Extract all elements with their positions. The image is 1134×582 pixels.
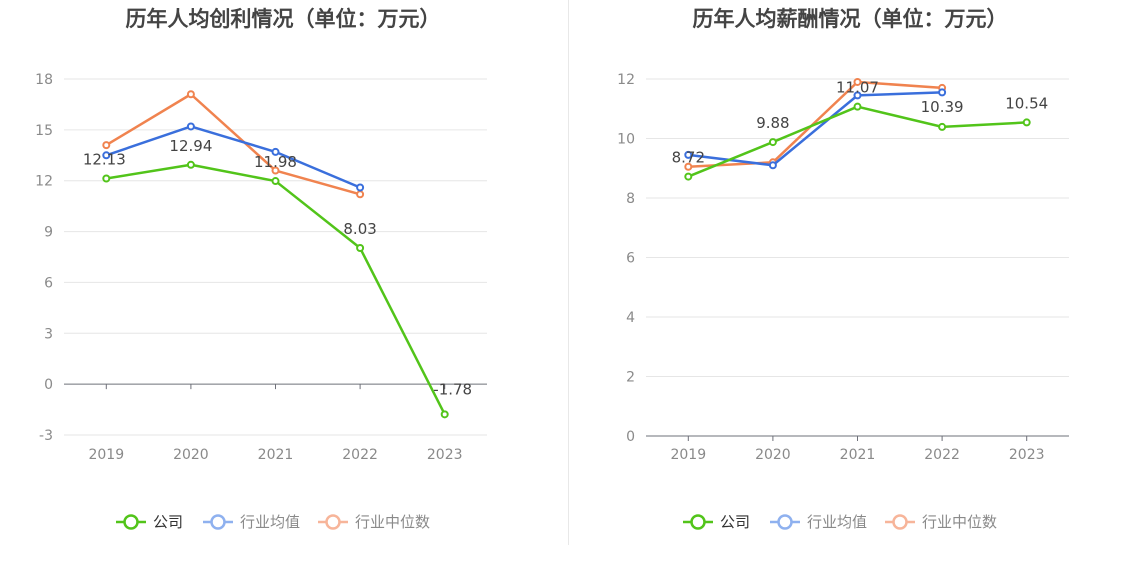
- legend-marker: [690, 514, 706, 530]
- legend-marker: [210, 514, 226, 530]
- series-point: [186, 90, 195, 99]
- y-tick-label: 12: [617, 72, 635, 88]
- series-point: [684, 150, 693, 159]
- salary-per-capita-chart: 历年人均薪酬情况（单位：万元） 0 2 4 6 8 10 12 2019 2020 2021 2022…: [567, 0, 1134, 582]
- legend-marker: [325, 514, 341, 530]
- series-point: [853, 102, 862, 111]
- series-point: [102, 174, 111, 183]
- data-label: 10.54: [1005, 94, 1048, 112]
- series-point: [853, 77, 862, 86]
- legend-marker: [777, 514, 793, 530]
- y-tick-label: 15: [35, 123, 53, 139]
- legend-label: 公司: [153, 513, 183, 531]
- series-line: [688, 80, 943, 169]
- salary-per-capita-svg: 历年人均薪酬情况（单位：万元） 0 2 4 6 8 10 12 2019 2020 2021 2022…: [617, 7, 1069, 531]
- series-point: [102, 151, 111, 160]
- series-point: [684, 162, 693, 171]
- series-point: [938, 88, 947, 97]
- chart-title: 历年人均创利情况（单位：万元）: [126, 7, 441, 31]
- x-tick-label: 2023: [1009, 447, 1045, 463]
- y-tick-label: 0: [626, 429, 635, 445]
- series-point: [1022, 118, 1031, 127]
- y-tick-label: 18: [35, 72, 53, 88]
- series-line: [105, 93, 361, 196]
- y-tick-label: 4: [626, 310, 635, 326]
- y-tick-label: 10: [617, 132, 635, 148]
- series-point: [271, 166, 280, 175]
- x-tick-label: 2021: [840, 447, 876, 463]
- data-label: 8.03: [343, 220, 376, 238]
- series-point: [186, 122, 195, 131]
- data-label: 12.13: [83, 151, 126, 169]
- series-point: [938, 122, 947, 131]
- series-point: [853, 91, 862, 100]
- series-point: [684, 172, 693, 181]
- data-label: 11.98: [254, 153, 297, 171]
- data-label: 11.07: [836, 79, 879, 97]
- legend-label: 行业均值: [240, 513, 300, 531]
- legend-marker: [892, 514, 908, 530]
- legend-marker: [123, 514, 139, 530]
- series-point: [271, 147, 280, 156]
- x-tick-label: 2021: [258, 447, 294, 463]
- x-tick-label: 2020: [755, 447, 791, 463]
- series-line: [688, 91, 943, 167]
- x-tick-label: 2019: [670, 447, 706, 463]
- data-label: 12.94: [169, 137, 212, 155]
- y-tick-label: 6: [44, 275, 53, 291]
- x-tick-label: 2023: [427, 447, 463, 463]
- x-tick-label: 2022: [342, 447, 378, 463]
- legend-label: 行业中位数: [922, 513, 997, 531]
- panel-divider: [568, 0, 569, 545]
- series-point: [356, 244, 365, 253]
- legend-label: 公司: [720, 513, 750, 531]
- series-line: [105, 125, 361, 189]
- data-label: 9.88: [756, 114, 789, 132]
- series-point: [271, 177, 280, 186]
- y-tick-label: 3: [44, 326, 53, 342]
- x-tick-label: 2022: [924, 447, 960, 463]
- data-label: -1.78: [433, 380, 472, 398]
- y-tick-label: 12: [35, 174, 53, 190]
- chart-title: 历年人均薪酬情况（单位：万元）: [693, 7, 1008, 31]
- data-label: 8.72: [672, 149, 705, 167]
- x-tick-label: 2020: [173, 447, 209, 463]
- y-tick-label: 2: [626, 370, 635, 386]
- series-point: [768, 161, 777, 170]
- profit-per-capita-chart: 历年人均创利情况（单位：万元） -3 0 3 6 9 12 15 18 2019 2020 2021 2…: [35, 7, 487, 531]
- y-tick-label: 6: [626, 251, 635, 267]
- series-point: [102, 141, 111, 150]
- series-line: [106, 163, 446, 415]
- series-point: [186, 160, 195, 169]
- series-line: [687, 105, 1027, 178]
- series-point: [440, 410, 449, 419]
- series-point: [356, 183, 365, 192]
- y-tick-label: 8: [626, 191, 635, 207]
- y-tick-label: 9: [44, 225, 53, 241]
- series-point: [768, 138, 777, 147]
- legend-label: 行业中位数: [355, 513, 430, 531]
- data-label: 10.39: [921, 98, 964, 116]
- y-tick-label: -3: [39, 428, 53, 444]
- x-tick-label: 2019: [88, 447, 124, 463]
- series-point: [356, 190, 365, 199]
- legend-label: 行业均值: [807, 513, 867, 531]
- y-tick-label: 0: [44, 377, 53, 393]
- profit-per-capita-svg: 历年人均创利情况（单位：万元） -3 0 3 6 9 12 15 18 2019 2020 2021 2…: [35, 7, 487, 531]
